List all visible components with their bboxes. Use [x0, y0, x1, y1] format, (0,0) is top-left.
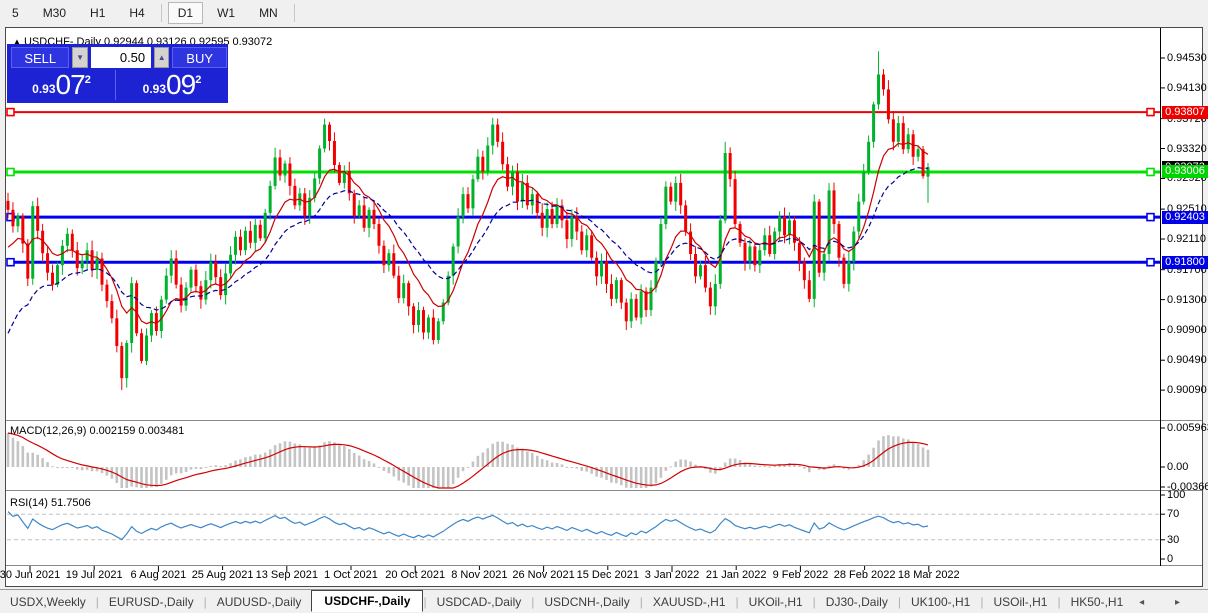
price-axis-label: 0.93320	[1167, 142, 1207, 155]
date-axis-label: 9 Feb 2022	[772, 569, 829, 581]
price-axis-label: 0.92110	[1167, 233, 1206, 246]
price-axis-label: 0.91300	[1167, 293, 1207, 306]
buy-price-prefix: 0.93	[142, 82, 167, 96]
tab-scroll-arrows[interactable]: ◂ ▸	[1139, 596, 1194, 608]
macd-indicator-label: MACD(12,26,9) 0.002159 0.003481	[10, 425, 185, 437]
date-axis-label: 28 Feb 2022	[833, 569, 896, 581]
price-axis-label: 0.90490	[1167, 354, 1207, 367]
date-axis-label: 19 Jul 2021	[65, 569, 123, 581]
date-axis-label: 15 Dec 2021	[576, 569, 639, 581]
rsi-axis-label: 70	[1167, 508, 1180, 521]
date-axis-label: 21 Jan 2022	[705, 569, 767, 581]
toolbar-separator	[293, 4, 295, 22]
price-level-badge: 0.92403	[1162, 210, 1208, 224]
price-level-badge: 0.93807	[1162, 105, 1208, 119]
tab-separator: |	[812, 595, 816, 609]
price-level-badge: 0.93006	[1162, 165, 1208, 179]
price-axis-label: 0.90090	[1167, 384, 1207, 397]
chart-tab-dj30daily[interactable]: DJ30-,Daily	[825, 595, 888, 609]
sell-price-digits: 07	[55, 69, 86, 100]
tab-separator: |	[735, 595, 739, 609]
chart-tab-eurusddaily[interactable]: EURUSD-,Daily	[108, 595, 194, 609]
timeframe-button-5[interactable]: 5	[12, 6, 19, 20]
timeframe-button-w1[interactable]: W1	[217, 6, 236, 20]
sell-button[interactable]: SELL	[11, 47, 70, 68]
chart-tab-usdchfdaily[interactable]: USDCHF-,Daily	[311, 590, 424, 612]
chart-tab-usoilh1[interactable]: USOil-,H1	[993, 595, 1048, 609]
tab-separator: |	[203, 595, 207, 609]
rsi-axis-label: 30	[1167, 533, 1180, 546]
timeframe-button-mn[interactable]: MN	[259, 6, 278, 20]
macd-axis-label: 0.00	[1167, 461, 1189, 473]
date-axis-label: 18 Mar 2022	[897, 569, 960, 581]
rsi-indicator-label: RSI(14) 51.7506	[10, 497, 91, 509]
chart-tab-hk50h1[interactable]: HK50-,H1	[1070, 595, 1124, 609]
rsi-axis-label: 0	[1167, 553, 1174, 565]
toolbar-separator	[160, 4, 162, 22]
buy-price-display[interactable]: 0.93 09 2	[117, 70, 227, 100]
timeframe-toolbar: 5 M30 H1 H4 D1 W1 MN	[0, 0, 1208, 26]
date-axis-label: 20 Oct 2021	[385, 569, 446, 581]
chart-tab-usdxweekly[interactable]: USDX,Weekly	[10, 595, 86, 609]
buy-price-pip: 2	[195, 74, 202, 86]
price-axis-label: 0.90900	[1167, 323, 1207, 336]
volume-increase-spinner[interactable]: ▲	[154, 47, 170, 68]
tab-separator: |	[639, 595, 643, 609]
chart-tab-audusddaily[interactable]: AUDUSD-,Daily	[216, 595, 302, 609]
tab-separator: |	[423, 595, 427, 609]
sell-price-prefix: 0.93	[32, 82, 56, 96]
date-axis-label: 6 Aug 2021	[130, 569, 187, 581]
tab-separator: |	[1057, 595, 1061, 609]
sell-price-display[interactable]: 0.93 07 2	[8, 70, 116, 100]
timeframe-button-h4[interactable]: H4	[129, 6, 145, 20]
macd-axis-label: -0.003664	[1167, 481, 1208, 493]
tab-separator: |	[897, 595, 901, 609]
price-axis-label: 0.94130	[1167, 81, 1207, 94]
one-click-trade-panel: SELL ▼ 0.50 ▲ BUY 0.93 07 2 0.93 09 2	[8, 45, 227, 102]
chart-window[interactable]	[5, 27, 1203, 587]
price-axis-label: 0.94530	[1167, 52, 1207, 64]
date-axis-label: 26 Nov 2021	[512, 569, 575, 581]
chart-tab-ukoilh1[interactable]: UKOil-,H1	[748, 595, 803, 609]
collapse-triangle-icon[interactable]: ▲	[13, 37, 21, 46]
tab-separator: |	[980, 595, 984, 609]
date-axis-label: 25 Aug 2021	[191, 569, 254, 581]
timeframe-button-m30[interactable]: M30	[42, 6, 67, 20]
chart-tab-usdcnhdaily[interactable]: USDCNH-,Daily	[544, 595, 630, 609]
buy-button[interactable]: BUY	[172, 47, 227, 68]
tab-separator: |	[95, 595, 99, 609]
trade-panel-controls: SELL ▼ 0.50 ▲ BUY	[8, 47, 227, 68]
date-axis-label: 8 Nov 2021	[451, 569, 508, 581]
tab-separator: |	[531, 595, 535, 609]
macd-axis-label: 0.005963	[1167, 422, 1208, 434]
price-level-badge: 0.91800	[1162, 255, 1208, 269]
timeframe-button-d1[interactable]: D1	[167, 2, 204, 24]
timeframe-button-h1[interactable]: H1	[90, 6, 106, 20]
date-axis-label: 13 Sep 2021	[255, 569, 318, 581]
buy-price-digits: 09	[166, 69, 196, 100]
volume-decrease-spinner[interactable]: ▼	[72, 47, 88, 68]
chart-tab-uk100h1[interactable]: UK100-,H1	[910, 595, 971, 609]
rsi-axis-label: 100	[1167, 489, 1186, 501]
volume-input[interactable]: 0.50	[90, 47, 152, 68]
chart-tab-usdcaddaily[interactable]: USDCAD-,Daily	[436, 595, 522, 609]
date-axis-label: 3 Jan 2022	[644, 569, 700, 581]
chart-tab-xauusdh1[interactable]: XAUUSD-,H1	[652, 595, 726, 609]
date-axis-label: 30 Jun 2021	[0, 569, 61, 581]
date-axis-label: 1 Oct 2021	[324, 569, 378, 581]
sell-price-pip: 2	[84, 74, 91, 86]
symbol-tab-bar: USDX,Weekly | EURUSD-,Daily | AUDUSD-,Daily U…	[0, 589, 1208, 613]
